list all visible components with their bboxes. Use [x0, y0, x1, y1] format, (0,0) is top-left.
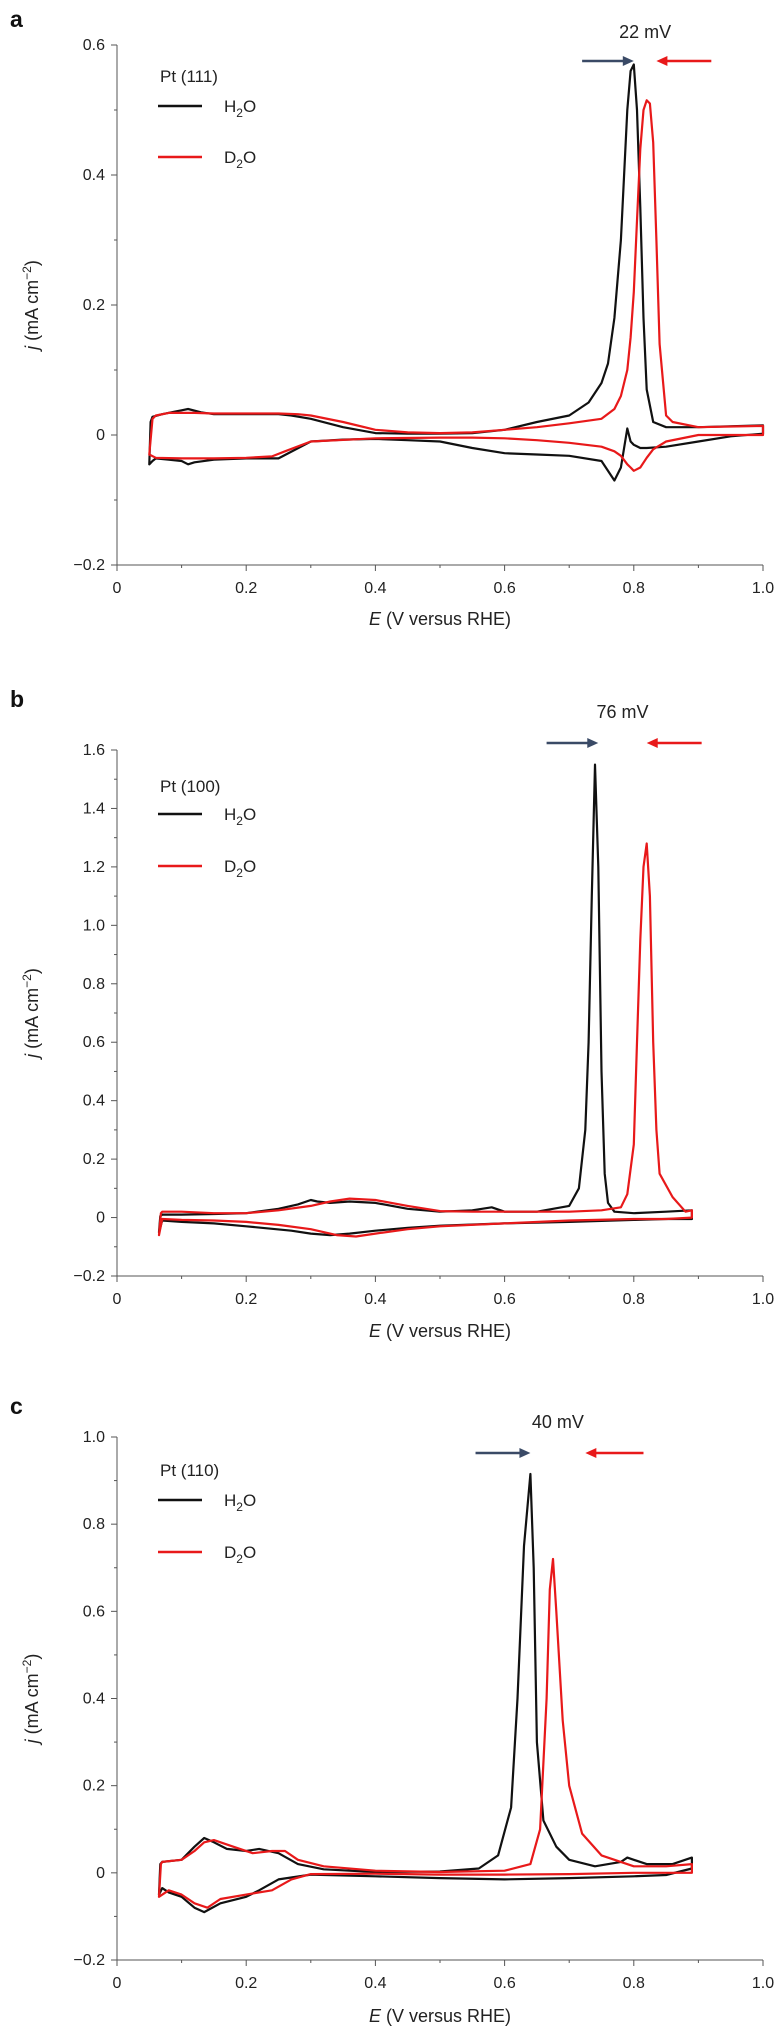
y-tick-label: 0.4 [83, 1691, 105, 1708]
y-tick-label: 0.2 [83, 1778, 105, 1795]
y-tick-label: −0.2 [73, 1268, 105, 1285]
legend-title: Pt (100) [160, 777, 220, 796]
d2o-arrow-head [656, 56, 668, 66]
d2o-legend-label: D2O [224, 857, 256, 880]
y-tick-label: 0.6 [83, 1603, 105, 1620]
y-tick-label: 1.2 [83, 859, 105, 876]
x-tick-label: 0.8 [623, 1975, 645, 1992]
x-tick-label: 0.6 [493, 1291, 515, 1308]
legend-title: Pt (110) [160, 1461, 219, 1480]
y-axis-label: j (mA cm−2) [20, 968, 42, 1061]
x-tick-label: 0.4 [364, 580, 386, 597]
d2o-arrow-head [585, 1448, 597, 1458]
h2o-curve [148, 63, 765, 482]
d2o-legend-label: D2O [224, 1543, 256, 1566]
x-tick-label: 0 [113, 1291, 122, 1308]
x-tick-label: 0.6 [493, 1975, 515, 1992]
d2o-legend-label: D2O [224, 148, 256, 171]
y-tick-label: 0.4 [83, 1093, 105, 1110]
panel-letter: c [10, 1393, 23, 1419]
x-tick-label: 0.4 [364, 1291, 386, 1308]
shift-annotation: 40 mV [532, 1412, 584, 1432]
y-tick-label: 1.6 [83, 742, 105, 759]
legend-title: Pt (111) [160, 67, 218, 86]
x-tick-label: 0.8 [623, 1291, 645, 1308]
d2o-curve [157, 842, 693, 1238]
x-axis-label: E (V versus RHE) [369, 1321, 511, 1341]
y-tick-label: 0.8 [83, 976, 105, 993]
x-tick-label: 1.0 [752, 1975, 774, 1992]
x-tick-label: 0.2 [235, 580, 257, 597]
h2o-arrow-head [519, 1448, 531, 1458]
h2o-arrow-head [587, 738, 599, 748]
panel-a: a −0.2 0 0.2 0.4 0.6 0 0.2 0.4 0.6 0.8 1.0 E (V vers… [10, 6, 774, 629]
h2o-legend-label: H2O [224, 805, 256, 828]
panel-b: b −0.2 0 0.2 0.4 0.6 0.8 1.0 1.2 1.4 1.6 0 0.2 0.4 0.6… [10, 686, 774, 1341]
x-tick-label: 1.0 [752, 580, 774, 597]
x-tick-label: 0 [113, 1975, 122, 1992]
d2o-curve [157, 1557, 693, 1909]
d2o-curve [148, 99, 765, 472]
y-tick-label: 0 [96, 1210, 105, 1227]
panel-letter: a [10, 6, 23, 32]
h2o-curve [157, 763, 693, 1237]
x-tick-label: 0.8 [623, 580, 645, 597]
shift-annotation: 76 mV [596, 702, 648, 722]
y-tick-label: 0 [96, 427, 105, 444]
panel-c: c −0.2 0 0.2 0.4 0.6 0.8 1.0 0 0.2 0.4 0.6 0.8 1.0 E (… [10, 1393, 774, 2026]
y-axis-label: j (mA cm−2) [20, 1654, 42, 1747]
x-tick-label: 0.2 [235, 1975, 257, 1992]
y-tick-label: 0.4 [83, 167, 105, 184]
y-tick-label: 0.2 [83, 297, 105, 314]
x-axis-label: E (V versus RHE) [369, 2006, 511, 2026]
h2o-legend-label: H2O [224, 1491, 256, 1514]
y-tick-label: 0.6 [83, 1034, 105, 1051]
y-tick-label: 0.8 [83, 1516, 105, 1533]
y-tick-label: 1.0 [83, 917, 105, 934]
h2o-curve [157, 1472, 693, 1914]
y-tick-label: −0.2 [73, 1952, 105, 1969]
x-tick-label: 0.4 [364, 1975, 386, 1992]
y-tick-label: 0 [96, 1865, 105, 1882]
x-axis-label: E (V versus RHE) [369, 609, 511, 629]
y-tick-label: 0.6 [83, 37, 105, 54]
x-tick-label: 0.2 [235, 1291, 257, 1308]
y-axis-label: j (mA cm−2) [20, 260, 42, 353]
panel-letter: b [10, 686, 24, 712]
y-tick-label: 1.0 [83, 1429, 105, 1446]
y-tick-label: −0.2 [73, 557, 105, 574]
d2o-arrow-head [646, 738, 658, 748]
h2o-legend-label: H2O [224, 97, 256, 120]
x-tick-label: 1.0 [752, 1291, 774, 1308]
y-tick-label: 0.2 [83, 1151, 105, 1168]
shift-annotation: 22 mV [619, 22, 671, 42]
y-tick-label: 1.4 [83, 800, 105, 817]
h2o-arrow-head [622, 56, 634, 66]
x-tick-label: 0 [113, 580, 122, 597]
x-tick-label: 0.6 [493, 580, 515, 597]
